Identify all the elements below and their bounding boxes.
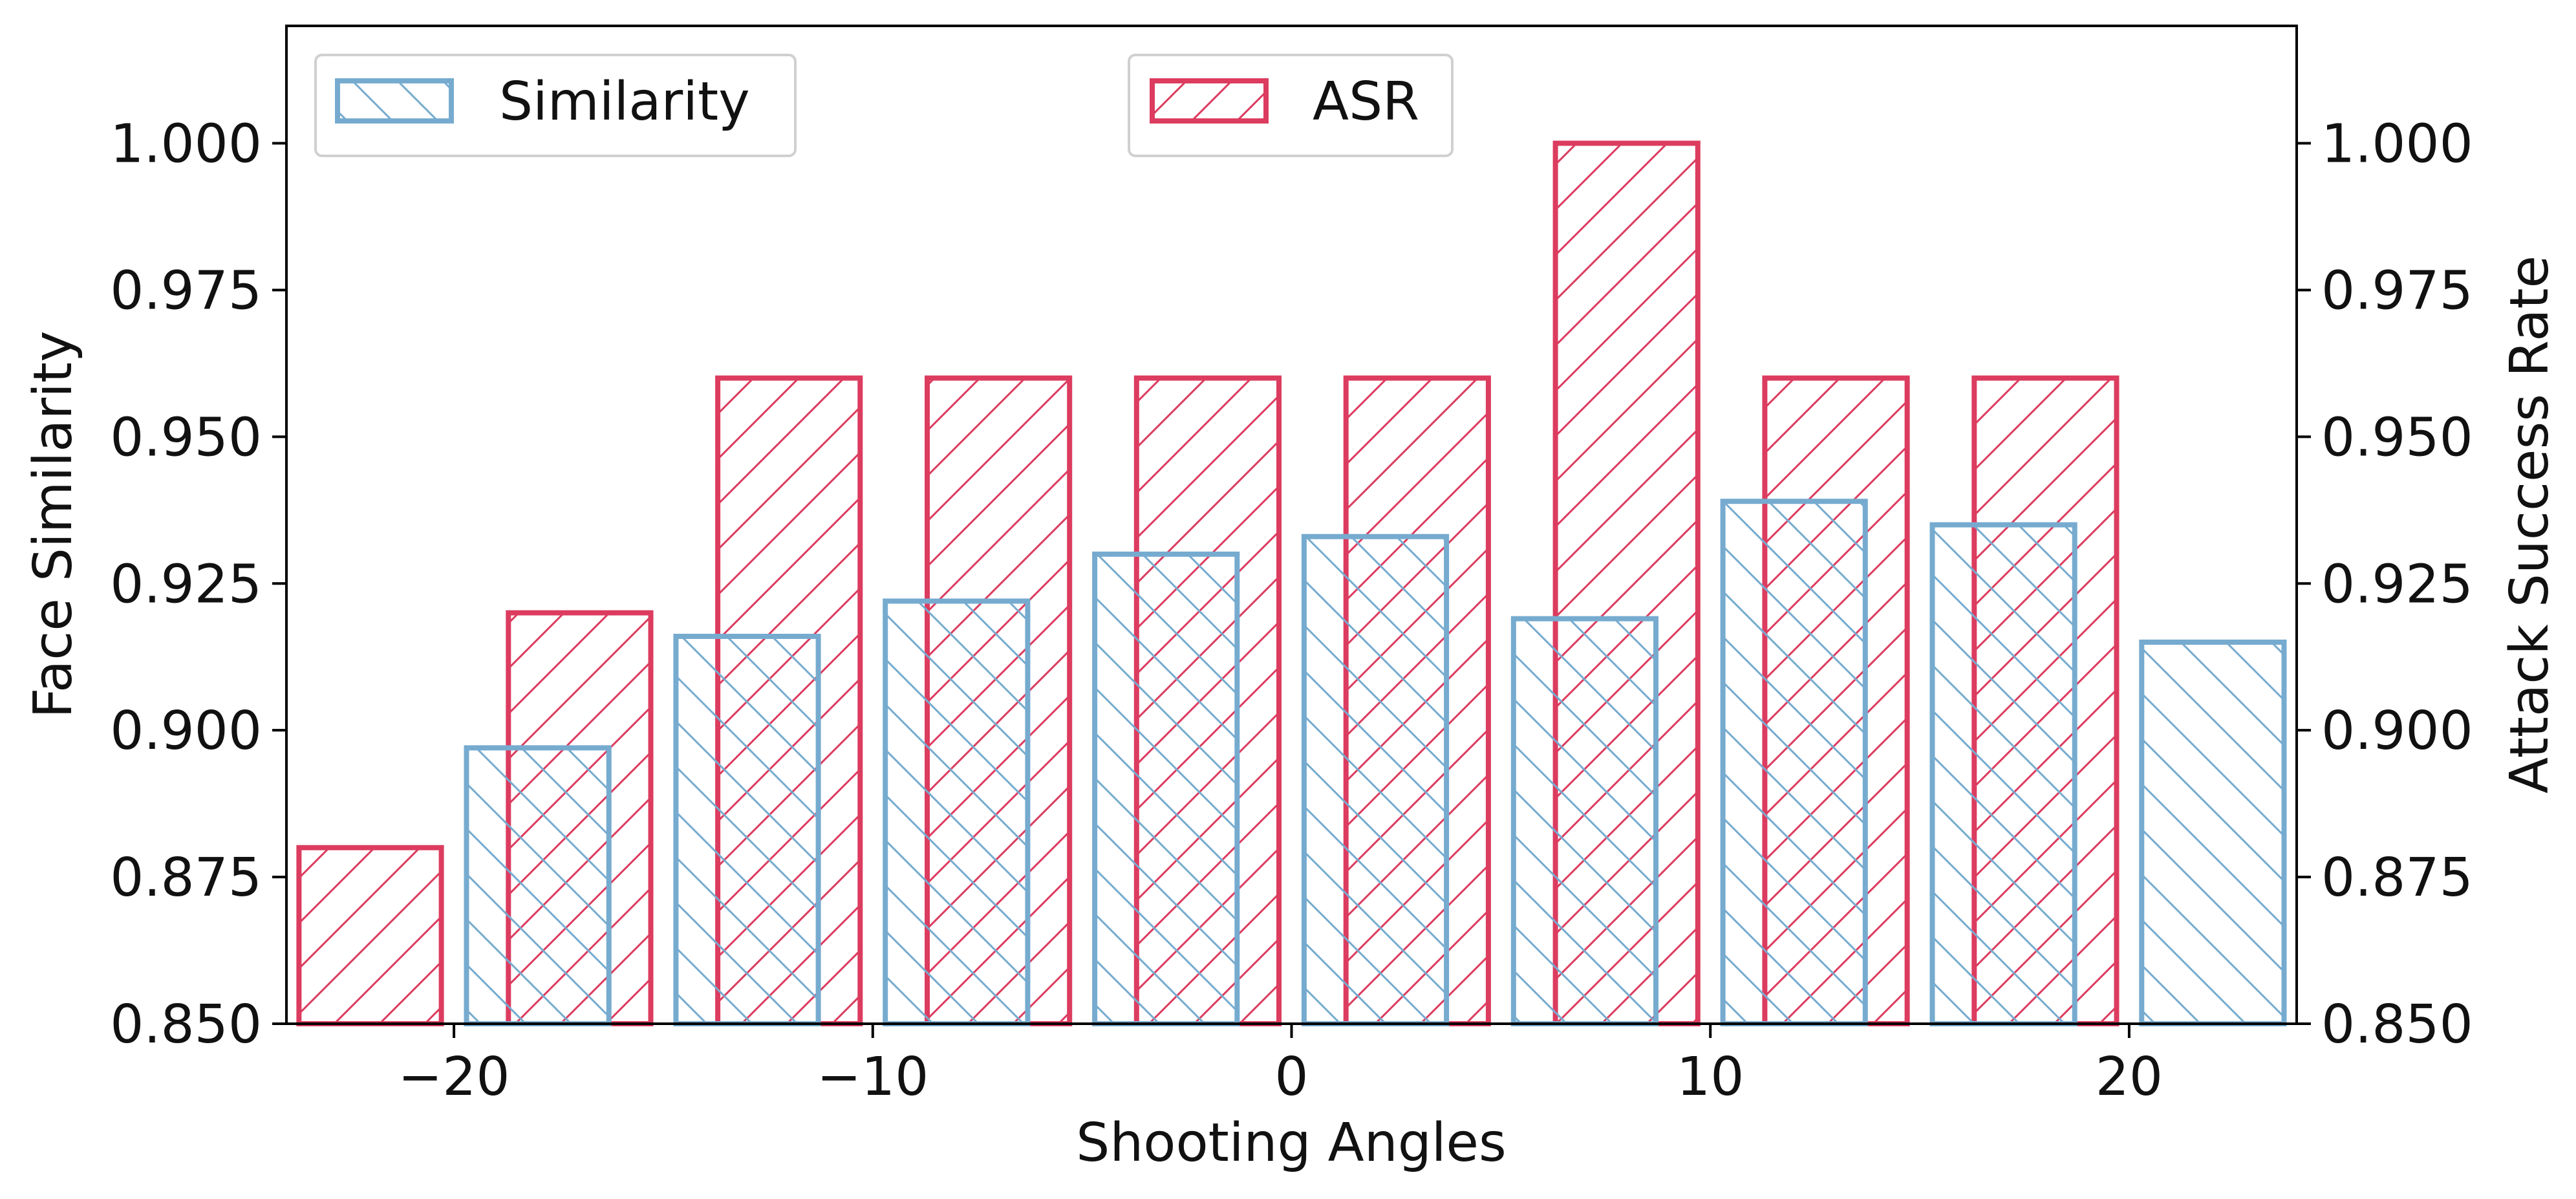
y-tick-label-left-0: 0.850 (110, 994, 262, 1055)
bar-similarity-1 (673, 634, 821, 1026)
legend-similarity-label: Similarity (499, 71, 750, 133)
legend-asr: ASR (1128, 54, 1454, 157)
legend-asr-label: ASR (1313, 71, 1419, 133)
bar-similarity-8 (2139, 640, 2287, 1026)
bar-similarity-3 (1092, 551, 1240, 1026)
bar-similarity-7 (1929, 522, 2077, 1026)
y-tick-label-left-1: 0.875 (110, 847, 262, 909)
x-tick-label-1: −10 (817, 1046, 928, 1108)
y-tick-label-left-4: 0.950 (110, 407, 262, 468)
y-tick-label-right-3: 0.925 (2321, 554, 2473, 615)
y-tick-label-right-4: 0.950 (2321, 407, 2473, 468)
x-tick-label-4: 20 (2096, 1046, 2163, 1108)
bars-layer (296, 140, 2287, 1027)
bar-similarity-6 (1720, 499, 1868, 1026)
bar-similarity-4 (1301, 534, 1450, 1026)
y-tick-label-right-5: 0.975 (2321, 260, 2473, 321)
bar-asr-0 (296, 845, 444, 1026)
y-tick-label-right-6: 1.000 (2321, 114, 2473, 175)
legend-similarity-swatch (335, 78, 454, 124)
bar-similarity-0 (464, 745, 612, 1027)
ticks-layer: −20 −10 0 10 20 0.850 0.850 0.875 0.875 0.900 0.90… (110, 114, 2473, 1108)
x-tick-label-0: −20 (398, 1046, 510, 1108)
y-axis-label-left: Face Similarity (23, 330, 84, 718)
y-tick-label-left-2: 0.900 (110, 700, 262, 762)
legend-asr-swatch (1150, 78, 1269, 124)
bar-similarity-2 (883, 598, 1031, 1026)
x-tick-label-2: 0 (1274, 1046, 1308, 1108)
y-tick-label-right-0: 0.850 (2321, 994, 2473, 1055)
x-tick-label-3: 10 (1677, 1046, 1744, 1108)
x-axis-label: Shooting Angles (1076, 1112, 1506, 1174)
y-tick-label-left-5: 0.975 (110, 260, 262, 321)
bar-similarity-5 (1510, 616, 1659, 1026)
y-tick-label-right-1: 0.875 (2321, 847, 2473, 909)
y-axis-label-right: Attack Success Rate (2499, 255, 2560, 794)
y-tick-label-right-2: 0.900 (2321, 700, 2473, 762)
y-tick-label-left-6: 1.000 (110, 114, 262, 175)
y-tick-label-left-3: 0.925 (110, 554, 262, 615)
legend-similarity: Similarity (314, 54, 797, 157)
